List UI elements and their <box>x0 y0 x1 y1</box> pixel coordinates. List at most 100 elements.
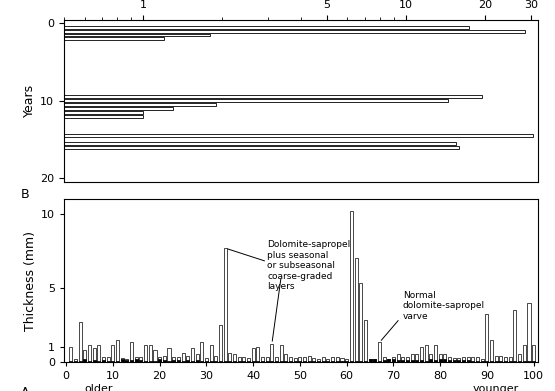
Bar <box>251 348 255 362</box>
Bar <box>322 361 325 362</box>
Text: older: older <box>85 384 113 391</box>
Bar <box>233 354 236 362</box>
Bar <box>336 357 339 362</box>
Bar <box>97 346 100 362</box>
Bar <box>284 361 287 362</box>
Bar <box>303 357 306 362</box>
Bar <box>359 361 362 362</box>
Bar <box>340 361 344 362</box>
Bar <box>527 303 531 362</box>
Bar <box>425 346 428 362</box>
Bar <box>294 361 297 362</box>
Bar <box>69 347 72 362</box>
Bar <box>317 359 320 362</box>
Bar <box>168 348 170 362</box>
Bar <box>308 361 311 362</box>
Bar <box>378 343 381 362</box>
Bar <box>107 357 110 362</box>
Bar <box>0 107 173 110</box>
Bar <box>0 41 64 44</box>
Bar <box>228 353 231 362</box>
Text: Dolomite-sapropel
plus seasonal
or subseasonal
coarse-graded
layers: Dolomite-sapropel plus seasonal or subse… <box>228 240 350 291</box>
Bar <box>224 248 226 362</box>
Bar <box>177 357 180 362</box>
Bar <box>195 360 199 362</box>
Text: Normal
dolomite-sapropel
varve: Normal dolomite-sapropel varve <box>381 291 485 341</box>
Bar <box>158 357 161 362</box>
Bar <box>364 361 367 362</box>
Bar <box>523 361 526 362</box>
Bar <box>200 361 203 362</box>
Bar <box>79 322 82 362</box>
Bar <box>425 361 428 362</box>
Bar <box>88 361 91 362</box>
Bar <box>210 346 213 362</box>
Bar <box>500 356 502 362</box>
Bar <box>523 346 526 362</box>
Bar <box>125 359 128 362</box>
Bar <box>214 356 218 362</box>
Text: younger: younger <box>473 384 519 391</box>
Bar <box>144 346 147 362</box>
Bar <box>434 346 437 362</box>
Bar <box>340 358 344 362</box>
Bar <box>139 360 143 362</box>
Bar <box>373 359 376 362</box>
Bar <box>144 361 147 362</box>
Bar <box>331 361 334 362</box>
Bar <box>443 354 446 362</box>
Bar <box>294 358 297 362</box>
Bar <box>322 357 325 362</box>
Bar <box>210 361 213 362</box>
Bar <box>443 359 446 362</box>
Bar <box>350 361 353 362</box>
Bar <box>434 360 437 362</box>
Bar <box>74 361 77 362</box>
Bar <box>438 354 442 362</box>
Bar <box>228 361 231 362</box>
Bar <box>233 361 236 362</box>
Bar <box>326 359 330 362</box>
Bar <box>116 361 119 362</box>
Bar <box>83 350 87 362</box>
Bar <box>97 361 100 362</box>
Bar <box>457 360 461 362</box>
Bar <box>0 30 525 32</box>
Bar <box>275 361 278 362</box>
Bar <box>0 138 38 141</box>
Bar <box>275 357 278 362</box>
Bar <box>495 361 498 362</box>
Bar <box>481 361 484 362</box>
Bar <box>93 360 95 362</box>
Y-axis label: Years: Years <box>23 84 36 117</box>
Bar <box>415 353 418 362</box>
Bar <box>345 361 348 362</box>
Bar <box>504 357 507 362</box>
Bar <box>154 350 157 362</box>
Bar <box>504 361 507 362</box>
Bar <box>149 361 152 362</box>
Bar <box>219 361 222 362</box>
Bar <box>382 360 386 362</box>
Bar <box>243 357 245 362</box>
Bar <box>224 361 226 362</box>
Bar <box>369 359 371 362</box>
Bar <box>303 361 306 362</box>
Bar <box>0 115 143 118</box>
Bar <box>453 358 456 362</box>
Bar <box>364 320 367 362</box>
Bar <box>205 358 208 362</box>
Bar <box>0 38 164 40</box>
Bar <box>79 361 82 362</box>
Bar <box>83 359 87 362</box>
Bar <box>270 344 274 362</box>
Bar <box>181 353 185 362</box>
Bar <box>387 359 390 362</box>
Bar <box>299 361 301 362</box>
Bar <box>247 358 250 362</box>
Bar <box>256 347 259 362</box>
Text: A: A <box>21 386 29 391</box>
Bar <box>467 357 470 362</box>
Bar <box>186 360 189 362</box>
Bar <box>121 358 124 362</box>
